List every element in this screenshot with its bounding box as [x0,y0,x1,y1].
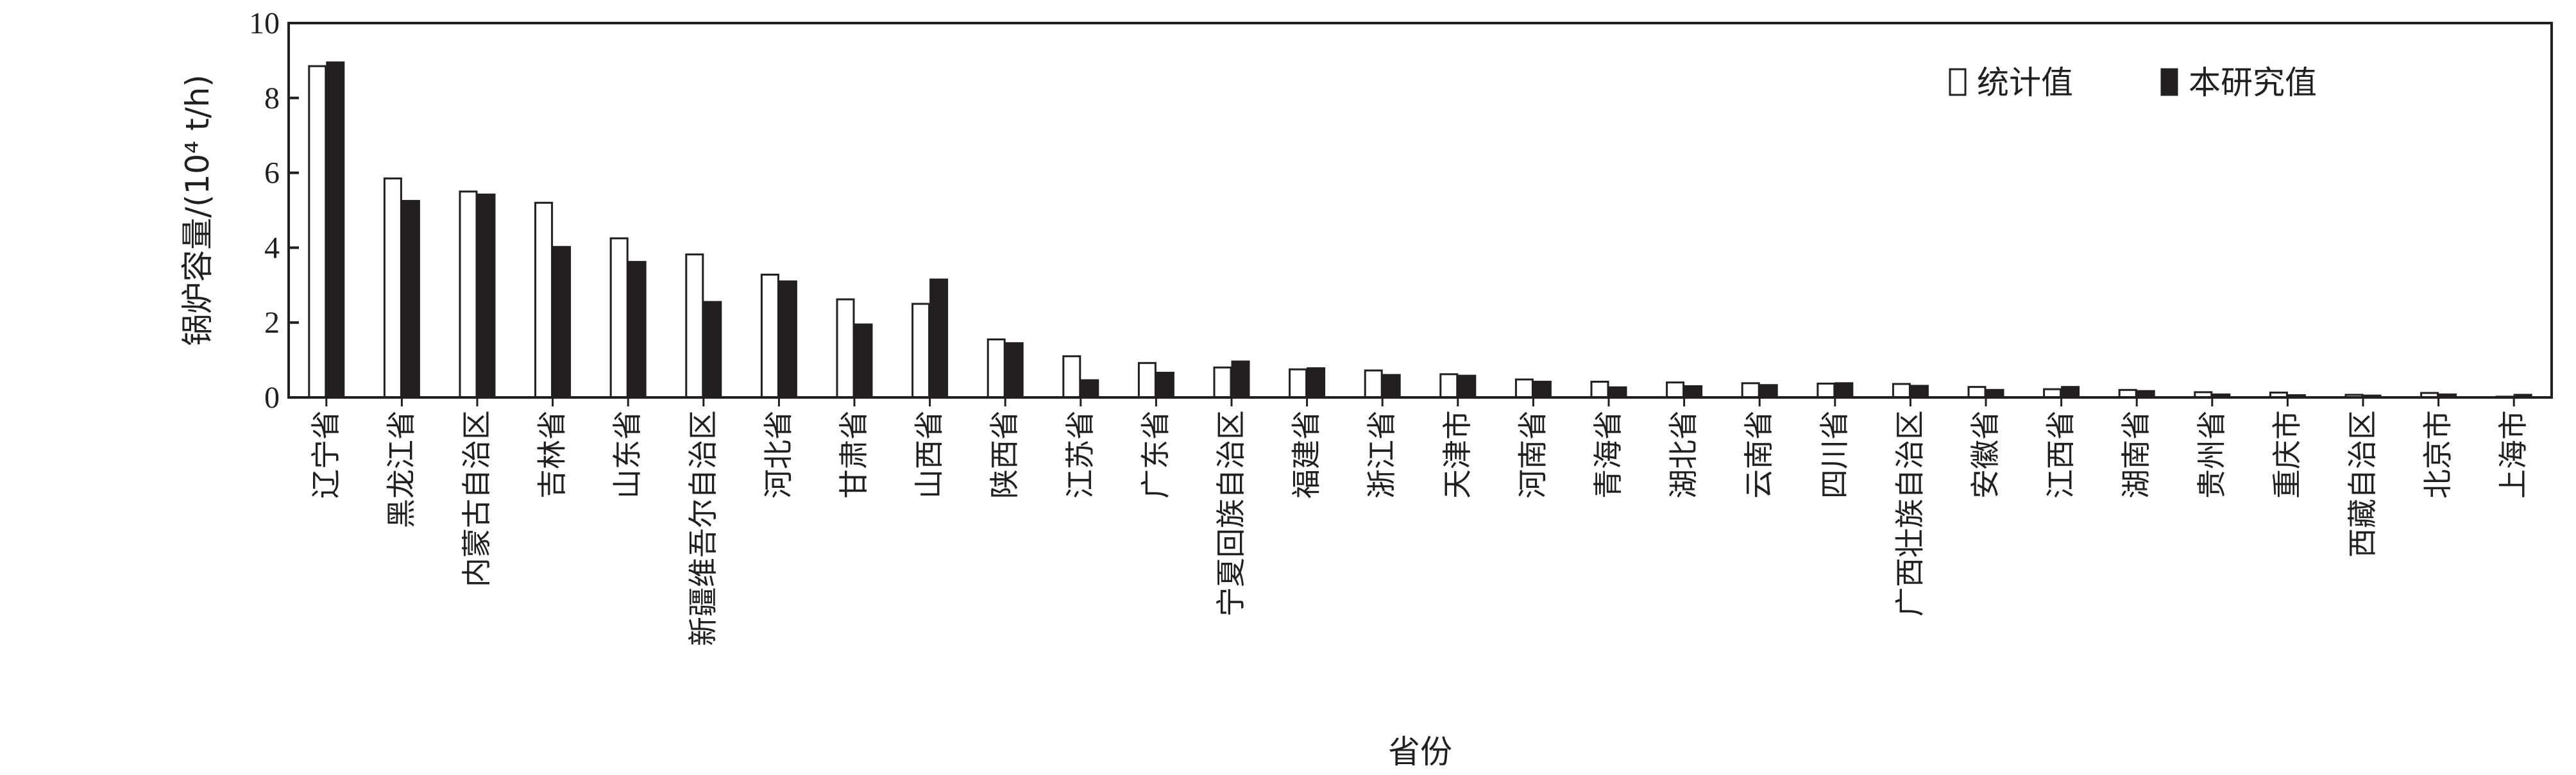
bar-statistical [987,338,1006,399]
bar-statistical [1213,366,1232,399]
x-category-label: 天津市 [1440,410,1475,499]
x-category-label: 江西省 [2044,410,2078,499]
x-category-label: 新疆维吾尔自治区 [686,410,720,646]
x-category-label: 河北省 [761,410,795,499]
x-category-label: 陕西省 [987,410,1022,499]
y-tick-label: 10 [249,6,280,40]
x-category-label: 广西壮族自治区 [1892,410,1927,617]
plot-area-frame [287,22,2553,399]
bar-statistical [685,253,704,399]
bars-group [308,61,2532,399]
bar-this-study [1532,380,1552,399]
bar-statistical [609,237,629,399]
bar-this-study [778,280,797,399]
x-axis: 辽宁省 黑龙江省 内蒙古自治区 吉林省 山东省 新疆维吾尔自治区 河北省 甘肃省 山西省 陕西省 江… [309,397,2530,646]
y-tick-label: 4 [264,231,280,265]
bar-statistical [1892,383,1911,399]
x-category-label: 上海市 [2496,410,2530,499]
x-category-label: 山西省 [912,410,947,499]
bar-this-study [1684,385,1703,399]
legend-swatch-this-study [2160,68,2178,96]
bar-statistical [1364,369,1383,399]
x-category-label: 江苏省 [1063,410,1097,499]
bar-statistical [1514,378,1534,399]
bar-statistical [308,65,327,399]
bar-statistical [383,177,402,399]
x-category-label: 宁夏回族自治区 [1214,410,1248,617]
bar-statistical [1062,355,1081,399]
bar-statistical [911,303,931,399]
x-category-label: 西藏自治区 [2345,410,2380,558]
bar-this-study [326,61,345,399]
bar-statistical [760,273,779,399]
bar-statistical [534,201,554,399]
x-category-label: 青海省 [1591,410,1625,499]
bar-this-study [854,323,873,399]
bar-this-study [552,246,572,399]
x-category-label: 山东省 [610,410,645,499]
bar-this-study [627,261,647,399]
legend-label: 本研究值 [2189,64,2317,101]
bar-this-study [1307,367,1326,399]
bar-this-study [1835,382,1854,399]
x-category-label: 安徽省 [1968,410,2003,499]
bar-this-study [1910,385,1929,399]
x-category-label: 吉林省 [535,410,570,499]
bar-this-study [1004,342,1024,399]
bar-statistical [1137,362,1157,399]
y-axis: 0 2 4 6 8 10 [249,6,299,415]
y-axis-title: 锅炉容量/(10⁴ t/h) [179,74,216,346]
x-category-label: 河南省 [1515,410,1550,499]
bar-statistical [836,298,855,399]
bar-this-study [1155,371,1174,399]
x-category-label: 四川省 [1817,410,1852,499]
x-category-label: 贵州省 [2194,410,2229,499]
bar-statistical [1439,373,1459,399]
y-tick-label: 0 [264,381,280,415]
x-category-label: 浙江省 [1364,410,1399,499]
legend-swatch-statistical [1949,68,1967,96]
x-category-label: 广东省 [1138,410,1173,499]
y-tick-label: 2 [264,306,280,340]
bar-this-study [929,278,949,399]
x-category-label: 北京市 [2421,410,2455,499]
bar-this-study [1608,386,1627,399]
x-axis-title: 省份 [1388,733,1452,771]
x-category-label: 湖北省 [1666,410,1701,499]
bar-this-study [2061,386,2080,399]
x-category-label: 辽宁省 [309,410,343,499]
x-category-label: 重庆市 [2269,410,2304,499]
bar-this-study [1457,374,1477,399]
bar-statistical [459,190,478,399]
bar-statistical [1289,368,1308,399]
bar-this-study [477,193,496,399]
y-tick-label: 8 [264,81,280,115]
bar-statistical [1817,382,1836,399]
bar-statistical [1666,381,1685,399]
x-category-label: 云南省 [1741,410,1776,499]
bar-this-study [1231,360,1250,399]
x-category-label: 黑龙江省 [384,410,418,528]
bar-this-study [703,301,722,399]
bar-statistical [1967,386,1987,399]
bar-this-study [1759,384,1778,399]
legend-label: 统计值 [1977,64,2073,101]
x-category-label: 内蒙古自治区 [459,410,494,587]
bar-statistical [1741,382,1760,399]
x-category-label: 福建省 [1289,410,1324,499]
bar-statistical [1590,380,1609,399]
bar-this-study [1080,379,1099,399]
x-category-label: 甘肃省 [836,410,871,499]
bar-this-study [1382,374,1401,399]
x-category-label: 湖南省 [2119,410,2153,499]
bar-this-study [401,199,420,399]
legend: 统计值 本研究值 [1949,64,2317,101]
y-tick-label: 6 [264,156,280,190]
